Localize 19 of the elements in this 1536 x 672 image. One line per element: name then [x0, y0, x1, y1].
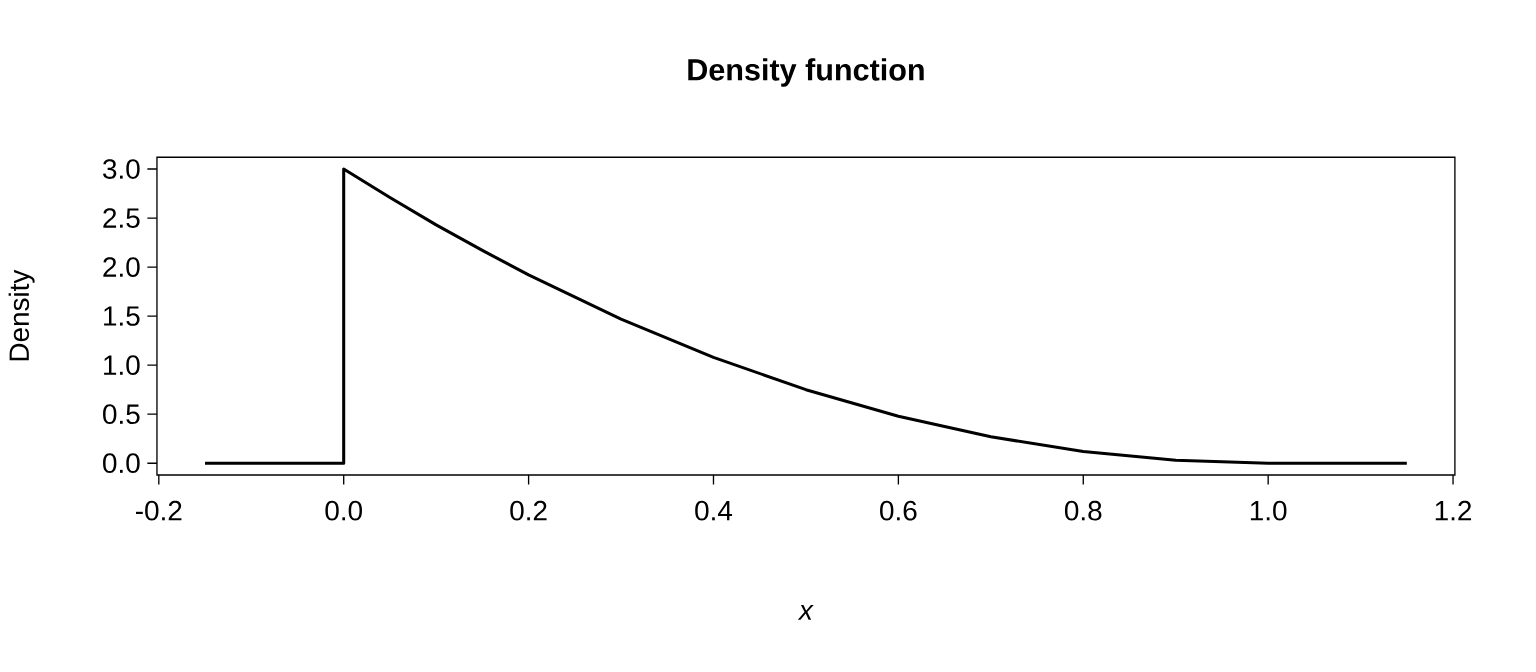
y-tick-label: 0.5 — [103, 404, 140, 425]
y-tick-label: 0.0 — [103, 453, 140, 474]
x-tick-label: 0.2 — [510, 500, 547, 521]
x-tick-label: 1.0 — [1250, 500, 1287, 521]
x-tick-label: 0.4 — [695, 500, 733, 521]
x-tick-label: 0.0 — [325, 500, 362, 521]
x-tick-label: 0.8 — [1064, 500, 1102, 521]
x-tick-label: 0.6 — [880, 500, 917, 521]
chart-title: Density function — [688, 58, 924, 87]
y-tick-label: 1.5 — [104, 306, 140, 326]
y-tick-label: 3.0 — [103, 159, 140, 179]
y-tick-label: 2.0 — [103, 257, 140, 277]
x-tick-label: -0.2 — [136, 500, 182, 521]
line-series — [203, 167, 1409, 465]
x-axis-title: x — [797, 604, 814, 620]
y-tick-label: 2.5 — [103, 208, 140, 228]
x-tick-label: 1.2 — [1435, 500, 1472, 521]
y-tick-label: 1.0 — [104, 355, 140, 376]
y-axis-title: Density — [8, 269, 35, 361]
